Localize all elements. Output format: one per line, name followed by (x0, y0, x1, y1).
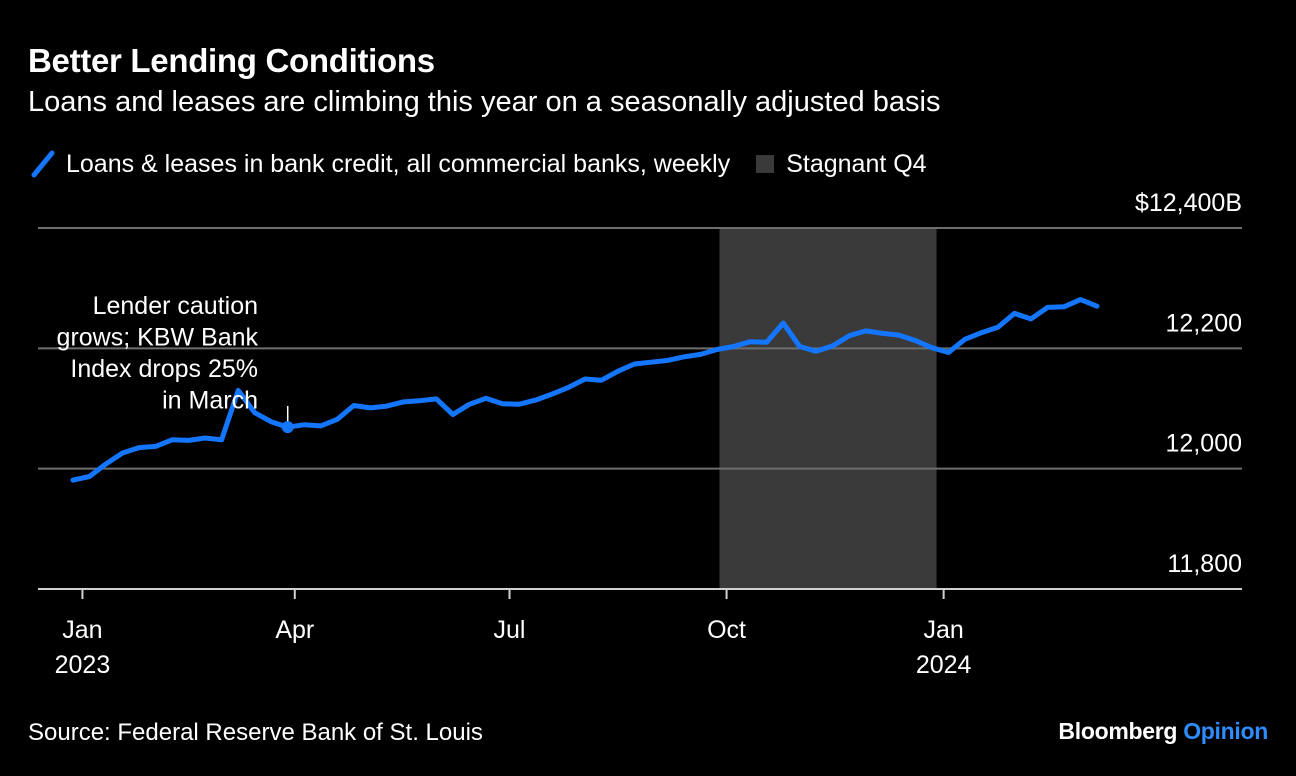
legend-item-shade: Stagnant Q4 (730, 149, 927, 179)
x-tick-label: Jan (62, 616, 102, 644)
y-tick-label: 12,200 (1166, 309, 1242, 337)
legend-shade-label: Stagnant Q4 (786, 149, 927, 178)
source-note: Source: Federal Reserve Bank of St. Loui… (28, 719, 483, 746)
legend: Loans & leases in bank credit, all comme… (30, 148, 927, 180)
legend-shade-swatch (756, 155, 775, 173)
chart-subtitle: Loans and leases are climbing this year … (28, 86, 941, 118)
annotation-text-line: in March (162, 387, 258, 415)
y-tick-label: 11,800 (1167, 550, 1242, 578)
chart-title: Better Lending Conditions (28, 42, 435, 79)
x-tick-label: Jan (923, 616, 963, 644)
x-tick-label: Apr (275, 616, 314, 644)
annotation-text-line: Lender caution (93, 292, 258, 320)
y-tick-label: $12,400B (1135, 189, 1242, 217)
legend-line-swatch (31, 150, 55, 178)
legend-series-label: Loans & leases in bank credit, all comme… (66, 149, 731, 178)
stagnant-q4-shade (719, 228, 937, 589)
brand-logo: Bloomberg Opinion (1058, 718, 1268, 745)
brand-name: Bloomberg (1058, 718, 1178, 744)
annotation-marker (281, 421, 294, 434)
x-tick-year-label: 2023 (55, 651, 111, 679)
annotation-text-line: grows; KBW Bank (57, 324, 259, 352)
x-tick-label: Oct (707, 616, 746, 644)
series-line-loans-leases (70, 297, 1100, 483)
brand-accent: Opinion (1183, 718, 1268, 744)
annotation-text-line: Index drops 25% (70, 355, 258, 383)
y-tick-label: 12,000 (1166, 430, 1242, 458)
legend-item-series: Loans & leases in bank credit, all comme… (30, 149, 730, 179)
x-tick-year-label: 2024 (916, 651, 972, 679)
x-tick-label: Jul (494, 616, 526, 644)
